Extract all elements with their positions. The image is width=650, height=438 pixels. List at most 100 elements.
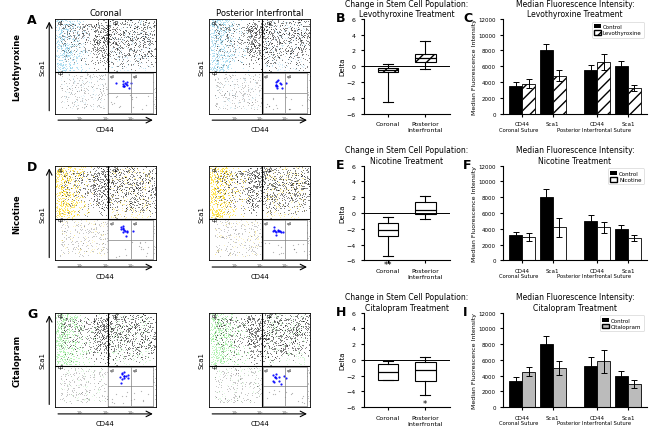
Point [298, 220, 308, 227]
Point [261, 198, 271, 205]
Point [62, 207, 73, 214]
Point [223, 208, 233, 215]
Point [271, 180, 281, 187]
Point [215, 31, 226, 38]
Point [233, 328, 244, 335]
Point [278, 188, 288, 195]
Point [213, 199, 224, 206]
Point [225, 319, 235, 326]
Point [261, 59, 271, 66]
Point [274, 311, 285, 318]
Point [246, 186, 256, 193]
Point [229, 366, 239, 373]
Point [118, 325, 129, 332]
Point [213, 327, 224, 334]
Point [290, 193, 300, 200]
Point [250, 168, 261, 175]
Point [246, 358, 256, 365]
Point [298, 179, 309, 186]
Point [263, 45, 274, 52]
Point [146, 338, 157, 345]
Point [78, 31, 88, 38]
Point [61, 349, 72, 356]
Point [51, 53, 62, 60]
Point [71, 332, 81, 339]
Point [275, 101, 285, 108]
Point [245, 233, 255, 240]
Point [118, 97, 128, 104]
Point [254, 172, 264, 179]
Point [120, 21, 131, 28]
Point [272, 377, 282, 384]
Point [256, 169, 266, 176]
Point [56, 348, 66, 355]
Point [88, 221, 99, 228]
Point [99, 385, 110, 392]
Point [302, 235, 313, 242]
Point [296, 330, 307, 337]
Point [133, 187, 143, 194]
Point [206, 34, 216, 41]
Point [292, 32, 303, 39]
Point [204, 213, 214, 220]
Point [100, 333, 110, 340]
Point [80, 39, 90, 46]
Point [97, 323, 107, 330]
Point [292, 347, 303, 354]
Point [145, 373, 155, 380]
Point [207, 212, 218, 219]
Text: CD44: CD44 [250, 420, 269, 426]
Point [272, 30, 283, 37]
Text: q3: q3 [57, 217, 64, 223]
Point [211, 310, 222, 317]
Point [118, 54, 129, 61]
Point [122, 328, 133, 336]
Point [213, 317, 223, 324]
Point [74, 315, 85, 322]
Point [275, 176, 285, 183]
Point [118, 321, 128, 328]
Point [206, 30, 216, 37]
Point [148, 186, 158, 193]
Point [259, 327, 269, 334]
Point [253, 174, 263, 181]
Point [296, 30, 306, 37]
Point [66, 25, 77, 32]
Point [89, 238, 99, 245]
Point [281, 170, 292, 177]
Point [223, 183, 233, 190]
Point [213, 177, 224, 184]
Point [218, 351, 228, 358]
Point [55, 241, 66, 248]
Point [140, 164, 151, 171]
Point [225, 347, 235, 354]
Point [77, 192, 88, 199]
Point [252, 40, 262, 47]
Point [112, 30, 122, 37]
Point [207, 59, 218, 66]
Point [70, 195, 80, 202]
Point [252, 339, 262, 346]
Point [119, 353, 129, 360]
Point [144, 48, 154, 55]
Point [66, 34, 76, 41]
Point [232, 360, 242, 367]
Point [140, 25, 150, 32]
Point [82, 326, 92, 333]
Point [269, 51, 280, 58]
Point [222, 197, 232, 204]
Point [142, 50, 152, 57]
Point [125, 29, 135, 36]
Point [58, 201, 68, 208]
Point [51, 344, 62, 351]
Point [276, 327, 287, 334]
Point [144, 41, 154, 48]
Point [62, 312, 73, 319]
Point [101, 44, 111, 51]
Point [302, 193, 312, 200]
Point [79, 396, 89, 403]
Point [62, 311, 72, 318]
Point [211, 345, 221, 352]
Point [286, 225, 296, 232]
Point [142, 38, 152, 45]
